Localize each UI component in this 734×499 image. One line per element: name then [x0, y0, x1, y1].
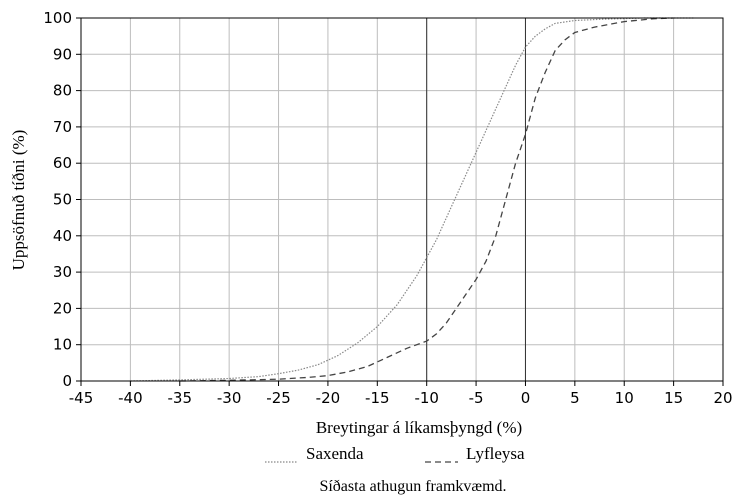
y-tick-label: 0 [62, 372, 72, 390]
y-axis-ticks: 0 10 20 30 40 50 60 70 80 90 100 [43, 9, 81, 390]
legend-label-lyfleysa: Lyfleysa [466, 444, 525, 463]
reference-lines [426, 18, 526, 381]
y-tick-label: 40 [53, 227, 72, 245]
y-axis-title: Uppsöfnuð tíðni (%) [9, 130, 28, 271]
x-tick-label: -35 [168, 389, 193, 407]
x-tick-label: -30 [217, 389, 242, 407]
series-line-lyfleysa [179, 17, 674, 382]
x-tick-label: 10 [615, 389, 634, 407]
y-tick-label: 10 [53, 336, 72, 354]
legend-label-saxenda: Saxenda [306, 444, 364, 463]
x-tick-label: -10 [414, 389, 439, 407]
x-tick-label: 0 [521, 389, 531, 407]
x-tick-label: 15 [664, 389, 683, 407]
x-axis-ticks: -45 -40 -35 -30 -25 -20 -15 -10 -5 0 5 10 15 20 [69, 381, 733, 407]
x-tick-label: 5 [570, 389, 580, 407]
y-tick-label: 80 [53, 82, 72, 100]
series-lines [130, 17, 694, 382]
footnote: Síðasta athugun framkvæmd. [319, 478, 506, 495]
y-tick-label: 20 [53, 299, 72, 317]
x-tick-label: -25 [266, 389, 291, 407]
x-tick-label: -20 [316, 389, 341, 407]
x-tick-label: -5 [469, 389, 484, 407]
x-tick-label: -15 [365, 389, 390, 407]
x-axis-title: Breytingar á líkamsþyngd (%) [316, 418, 522, 437]
series-line-saxenda [130, 17, 694, 382]
legend: Saxenda Lyfleysa [265, 444, 525, 463]
y-tick-label: 100 [43, 9, 72, 27]
x-tick-label: -40 [118, 389, 143, 407]
y-tick-label: 30 [53, 263, 72, 281]
x-tick-label: 20 [713, 389, 732, 407]
grid [80, 17, 724, 382]
y-tick-label: 60 [53, 154, 72, 172]
y-tick-label: 70 [53, 118, 72, 136]
y-tick-label: 50 [53, 191, 72, 209]
x-tick-label: -45 [69, 389, 94, 407]
y-tick-label: 90 [53, 45, 72, 63]
